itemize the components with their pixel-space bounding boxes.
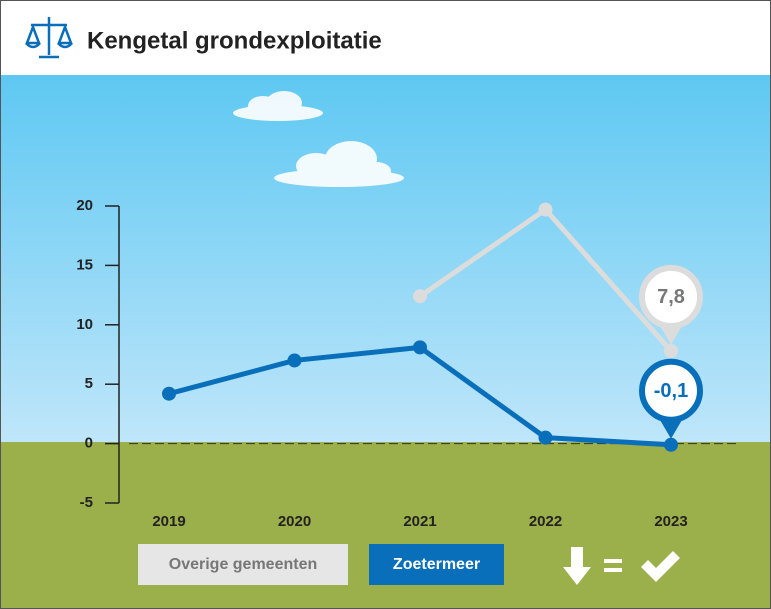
y-tick-label: 5 xyxy=(85,375,93,392)
point xyxy=(664,438,678,452)
y-tick-label: 15 xyxy=(76,256,93,273)
x-tick-label: 2020 xyxy=(278,513,311,530)
legend-label: Overige gemeenten xyxy=(169,556,318,573)
point xyxy=(162,387,176,401)
y-tick-label: 10 xyxy=(76,316,93,333)
point xyxy=(664,344,678,358)
point xyxy=(413,340,427,354)
x-tick-label: 2022 xyxy=(529,513,562,530)
x-tick-label: 2019 xyxy=(152,513,185,530)
legend-button[interactable]: Overige gemeenten xyxy=(138,544,348,585)
y-tick-label: 20 xyxy=(76,197,93,214)
widget: Kengetal grondexploitatie -5 0 5 10 15 20 2019… xyxy=(0,0,771,609)
value-label: -0,1 xyxy=(654,380,688,402)
point xyxy=(288,353,302,367)
legend-button[interactable]: Zoetermeer xyxy=(369,544,504,585)
title: Kengetal grondexploitatie xyxy=(87,27,382,54)
point xyxy=(539,203,553,217)
y-tick-label: -5 xyxy=(80,494,93,511)
y-tick-label: 0 xyxy=(85,435,93,452)
value-label: 7,8 xyxy=(657,286,685,308)
legend-label: Zoetermeer xyxy=(393,556,480,573)
point xyxy=(413,289,427,303)
chart: Kengetal grondexploitatie -5 0 5 10 15 20 2019… xyxy=(1,1,770,608)
x-tick-label: 2023 xyxy=(654,513,687,530)
scales-icon xyxy=(26,17,72,57)
point xyxy=(539,431,553,445)
x-tick-label: 2021 xyxy=(403,513,436,530)
